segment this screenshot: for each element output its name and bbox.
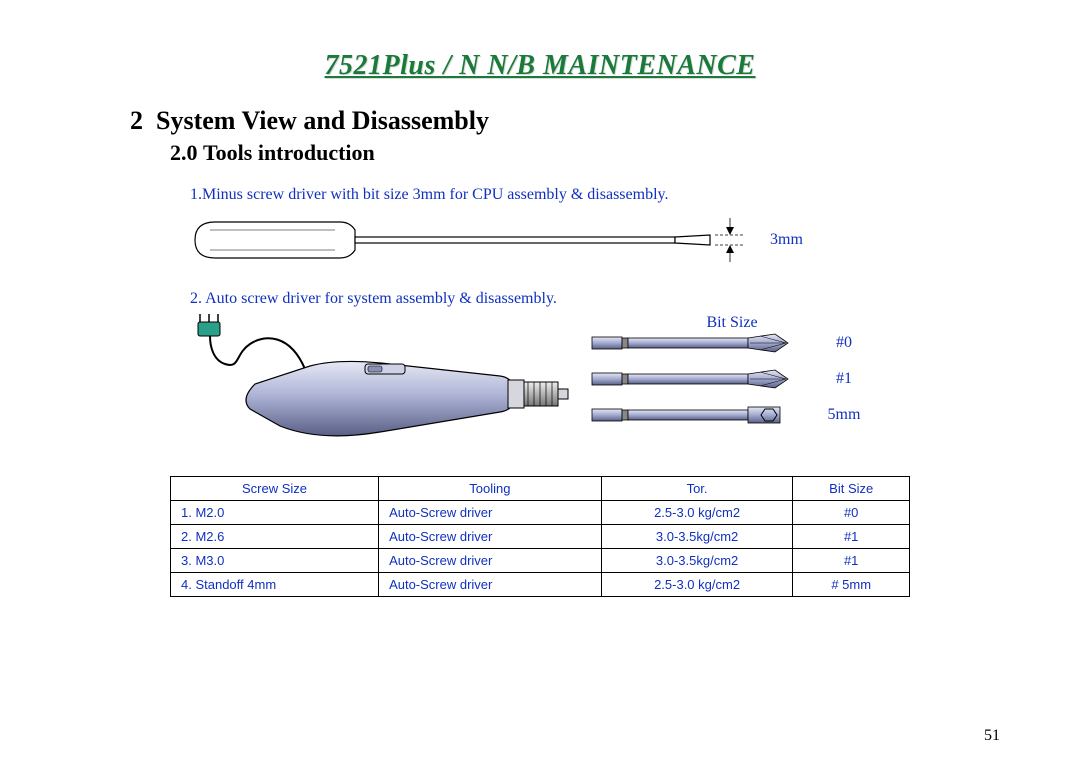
table-cell: # 5mm [793,573,910,597]
bits-column: Bit Size #0 #1 5mm [590,314,874,426]
table-cell: #1 [793,525,910,549]
doc-title: 7521Plus / N N/B MAINTENANCE [70,50,1010,82]
table-header-cell: Screw Size [171,477,379,501]
table-cell: 4. Standoff 4mm [171,573,379,597]
table-cell: 2. M2.6 [171,525,379,549]
table-cell: Auto-Screw driver [379,573,602,597]
bits-header: Bit Size [706,314,757,332]
table-cell: #0 [793,501,910,525]
tool-item-1-diagram: 3mm [190,210,1010,270]
table-cell: 3.0-3.5kg/cm2 [601,525,793,549]
table-cell: Auto-Screw driver [379,549,602,573]
tool-item-2-diagram: Bit Size #0 #1 5mm [170,314,1010,464]
bit-label: 5mm [814,406,874,424]
table-row: 3. M3.0Auto-Screw driver3.0-3.5kg/cm2#1 [171,549,910,573]
subsection-title: Tools introduction [203,140,375,165]
page-root: 7521Plus / N N/B MAINTENANCE 2 System Vi… [0,0,1080,763]
table-cell: 3. M3.0 [171,549,379,573]
table-row: 4. Standoff 4mmAuto-Screw driver2.5-3.0 … [171,573,910,597]
section-number: 2 [130,106,143,135]
flat-screwdriver-icon [190,210,750,270]
table-header-cell: Tor. [601,477,793,501]
bit-row: #0 [590,332,874,354]
table-cell: 2.5-3.0 kg/cm2 [601,573,793,597]
tool-item-2-text: 2. Auto screw driver for system assembly… [190,290,1010,308]
table-cell: #1 [793,549,910,573]
bit-row: #1 [590,368,874,390]
table-header-cell: Bit Size [793,477,910,501]
table-header-cell: Tooling [379,477,602,501]
subsection-heading: 2.0 Tools introduction [170,140,1010,166]
table-cell: 2.5-3.0 kg/cm2 [601,501,793,525]
table-row: 2. M2.6Auto-Screw driver3.0-3.5kg/cm2#1 [171,525,910,549]
table-cell: 3.0-3.5kg/cm2 [601,549,793,573]
page-number: 51 [984,727,1000,745]
table-cell: 1. M2.0 [171,501,379,525]
auto-screwdriver-icon [170,314,570,464]
tool-item-1-text: 1.Minus screw driver with bit size 3mm f… [190,186,1010,204]
subsection-number: 2.0 [170,140,198,165]
section-heading: 2 System View and Disassembly [130,106,1010,136]
table-cell: Auto-Screw driver [379,501,602,525]
bit-label: #1 [814,370,874,388]
table-row: 1. M2.0Auto-Screw driver2.5-3.0 kg/cm2#0 [171,501,910,525]
phillips-bit-icon [590,332,790,354]
bit-row: 5mm [590,404,874,426]
bit-label: #0 [814,334,874,352]
phillips-bit-icon [590,368,790,390]
spec-table: Screw SizeToolingTor.Bit Size 1. M2.0Aut… [170,476,910,597]
hex-bit-icon [590,404,790,426]
section-title: System View and Disassembly [156,106,489,135]
table-cell: Auto-Screw driver [379,525,602,549]
tool-item-1-dimension: 3mm [770,231,803,249]
